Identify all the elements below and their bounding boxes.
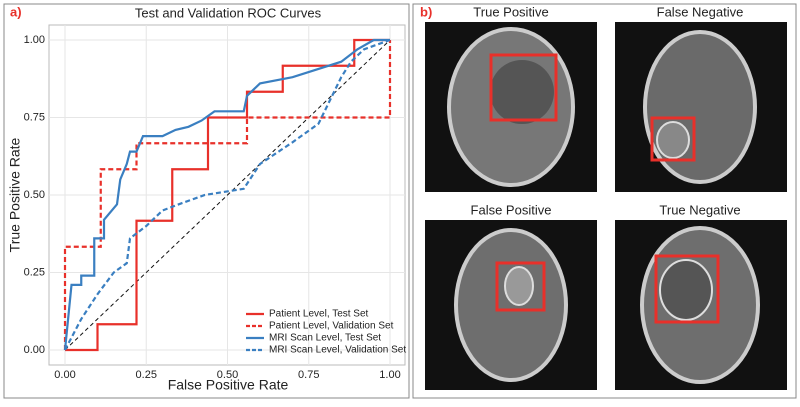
x-tick-label: 0.50 (217, 369, 238, 381)
chart-title: Test and Validation ROC Curves (135, 5, 322, 20)
roc-curve (63, 40, 392, 350)
x-tick-label: 0.00 (54, 369, 75, 381)
x-tick-label: 0.75 (298, 369, 319, 381)
y-tick-label: 0.25 (24, 266, 45, 278)
mri-image (615, 22, 787, 192)
image-title: True Negative (659, 202, 740, 217)
reference-diagonal (64, 39, 391, 351)
y-tick-label: 0.75 (24, 111, 45, 123)
x-tick-label: 1.00 (379, 369, 400, 381)
roc-curve (63, 38, 390, 351)
y-tick-label: 0.50 (24, 189, 45, 201)
plot (63, 38, 392, 352)
legend-label: MRI Scan Level, Test Set (269, 333, 381, 344)
legend-label: MRI Scan Level, Validation Set (269, 345, 406, 356)
y-tick-label: 1.00 (24, 34, 45, 46)
roc-curve (65, 38, 390, 352)
y-axis-label: True Positive Rate (7, 137, 23, 252)
x-axis-label: False Positive Rate (168, 377, 289, 393)
mri-image (425, 220, 597, 390)
panel-label: a) (10, 4, 22, 19)
mri-image (615, 220, 787, 390)
panel-label: b) (420, 4, 432, 19)
mri-image (425, 22, 597, 192)
image-title: False Negative (657, 4, 744, 19)
y-tick-label: 0.00 (24, 344, 45, 356)
x-tick-label: 0.25 (136, 369, 157, 381)
legend-label: Patient Level, Validation Set (269, 321, 394, 332)
legend-label: Patient Level, Test Set (269, 309, 369, 320)
image-title: True Positive (473, 4, 548, 19)
grid: 0.00 0.25 0.50 0.75 1.00 0.00 0.25 0.50 0.75 1.00 (24, 25, 405, 381)
image-title: False Positive (471, 202, 552, 217)
